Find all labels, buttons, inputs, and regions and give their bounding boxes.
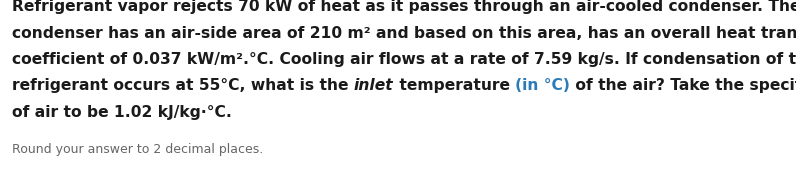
Text: coefficient of 0.037 kW/m².°C. Cooling air flows at a rate of 7.59 kg/s. If cond: coefficient of 0.037 kW/m².°C. Cooling a…: [12, 52, 796, 67]
Text: (in °C): (in °C): [515, 78, 570, 94]
Text: condenser has an air-side area of 210 m² and based on this area, has an overall : condenser has an air-side area of 210 m²…: [12, 25, 796, 41]
Text: Refrigerant vapor rejects 70 kW of heat as it passes through an air-cooled conde: Refrigerant vapor rejects 70 kW of heat …: [12, 0, 796, 14]
Text: refrigerant occurs at 55°C, what is the: refrigerant occurs at 55°C, what is the: [12, 78, 354, 94]
Text: inlet: inlet: [354, 78, 393, 94]
Text: of air to be 1.02 kJ/kg·°C.: of air to be 1.02 kJ/kg·°C.: [12, 105, 232, 120]
Text: temperature: temperature: [393, 78, 515, 94]
Text: Round your answer to 2 decimal places.: Round your answer to 2 decimal places.: [12, 143, 263, 156]
Text: of the air? Take the specific heat: of the air? Take the specific heat: [570, 78, 796, 94]
